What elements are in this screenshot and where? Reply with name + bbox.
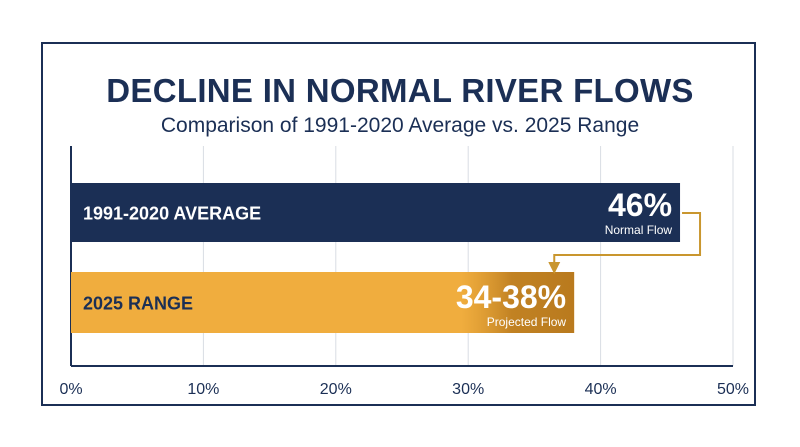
x-tick-label: 0% [59,381,82,398]
connector-arrow [548,212,702,274]
bar-label-average: 1991-2020 AVERAGE [83,204,261,224]
value-label-average: 46% [608,187,672,223]
value-sublabel-average: Normal Flow [605,223,673,237]
x-tick-label: 20% [320,381,352,398]
value-sublabel-range: Projected Flow [487,315,567,329]
chart-subtitle: Comparison of 1991-2020 Average vs. 2025… [160,114,640,137]
x-tick-label: 50% [717,381,749,398]
bar-2025-range-band [461,272,575,333]
x-tick-label: 30% [452,381,484,398]
chart-title: DECLINE IN NORMAL RIVER FLOWS [106,72,694,109]
x-tick-label: 40% [585,381,617,398]
value-label-range: 34-38% [456,279,566,315]
bar-label-range: 2025 RANGE [83,294,193,314]
x-tick-label: 10% [187,381,219,398]
bar-1991-2020-average [71,183,681,242]
